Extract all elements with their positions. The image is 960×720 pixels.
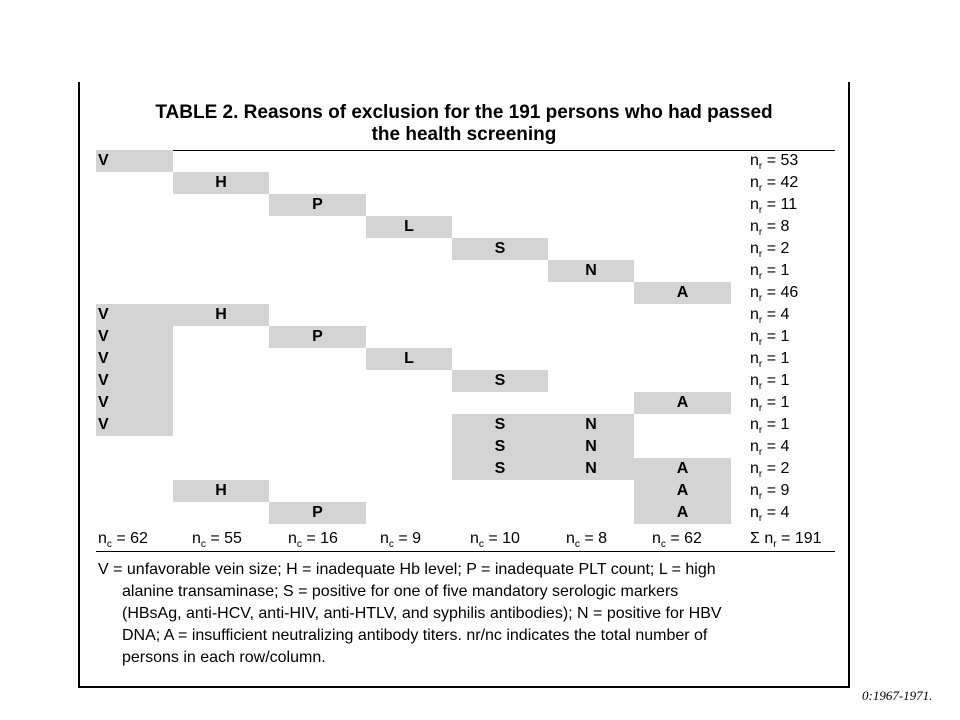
column-total: nc = 8 <box>566 530 608 551</box>
table-cell: S <box>452 238 548 260</box>
footnote-line: persons in each row/column. <box>122 649 326 666</box>
table-cell: L <box>366 216 452 238</box>
row-total: nr = 11 <box>750 196 798 217</box>
table-cell: S <box>452 458 548 480</box>
grand-total: Σ nr = 191 <box>750 530 822 551</box>
table-cell: A <box>634 502 731 524</box>
table-cell: P <box>269 194 366 216</box>
table-cell: S <box>452 414 548 436</box>
table-cell: A <box>634 458 731 480</box>
row-total: nr = 4 <box>750 504 790 525</box>
table-cell: N <box>548 260 634 282</box>
table-cell: V <box>96 392 173 414</box>
row-total: nr = 1 <box>750 416 790 437</box>
table-cell: S <box>452 436 548 458</box>
table-title-line-1: TABLE 2. Reasons of exclusion for the 19… <box>155 102 773 123</box>
column-total: nc = 62 <box>652 530 702 551</box>
table-cell: S <box>452 370 548 392</box>
row-total: nr = 4 <box>750 438 790 459</box>
table-cell: V <box>96 370 173 392</box>
table-cell: V <box>96 348 173 370</box>
table-cell: N <box>548 436 634 458</box>
footnote-rule <box>96 551 835 552</box>
table-cell: N <box>548 414 634 436</box>
table-cell: A <box>634 282 731 304</box>
table-cell: P <box>269 502 366 524</box>
column-total: nc = 16 <box>288 530 338 551</box>
row-total: nr = 46 <box>750 284 799 305</box>
row-total: nr = 8 <box>750 218 790 239</box>
table-cell: A <box>634 392 731 414</box>
citation-fragment: 0:1967-1971. <box>862 688 933 703</box>
row-total: nr = 2 <box>750 240 790 261</box>
table-title: TABLE 2. Reasons of exclusion for the 19… <box>80 102 848 146</box>
column-total: nc = 55 <box>192 530 242 551</box>
table-cell: V <box>96 304 173 326</box>
row-total: nr = 1 <box>750 372 790 393</box>
table-cell: H <box>173 172 269 194</box>
row-total: nr = 53 <box>750 152 799 173</box>
exclusion-table: TABLE 2. Reasons of exclusion for the 19… <box>78 82 850 688</box>
table-cell: V <box>96 414 173 436</box>
footnote-line: DNA; A = insufficient neutralizing antib… <box>122 627 708 644</box>
row-total: nr = 1 <box>750 328 790 349</box>
table-footnote: V = unfavorable vein size; H = inadequat… <box>98 559 838 669</box>
table-cell: L <box>366 348 452 370</box>
footnote-line: (HBsAg, anti-HCV, anti-HIV, anti-HTLV, a… <box>122 605 722 622</box>
table-cell: V <box>96 326 173 348</box>
row-total: nr = 42 <box>750 174 799 195</box>
column-total: nc = 62 <box>98 530 148 551</box>
table-cell: H <box>173 304 269 326</box>
table-cell: H <box>173 480 269 502</box>
column-total: nc = 9 <box>380 530 422 551</box>
row-total: nr = 4 <box>750 306 790 327</box>
row-total: nr = 9 <box>750 482 790 503</box>
row-total: nr = 1 <box>750 262 790 283</box>
table-cell: V <box>96 150 173 172</box>
table-cell: A <box>634 480 731 502</box>
footnote-line: alanine transaminase; S = positive for o… <box>122 583 679 600</box>
table-cell: N <box>548 458 634 480</box>
table-title-line-2: the health screening <box>371 124 557 145</box>
row-total: nr = 2 <box>750 460 790 481</box>
top-rule <box>96 150 835 151</box>
row-total: nr = 1 <box>750 394 790 415</box>
footnote-line: V = unfavorable vein size; H = inadequat… <box>98 561 716 578</box>
row-total: nr = 1 <box>750 350 790 371</box>
column-total: nc = 10 <box>470 530 520 551</box>
table-cell: P <box>269 326 366 348</box>
